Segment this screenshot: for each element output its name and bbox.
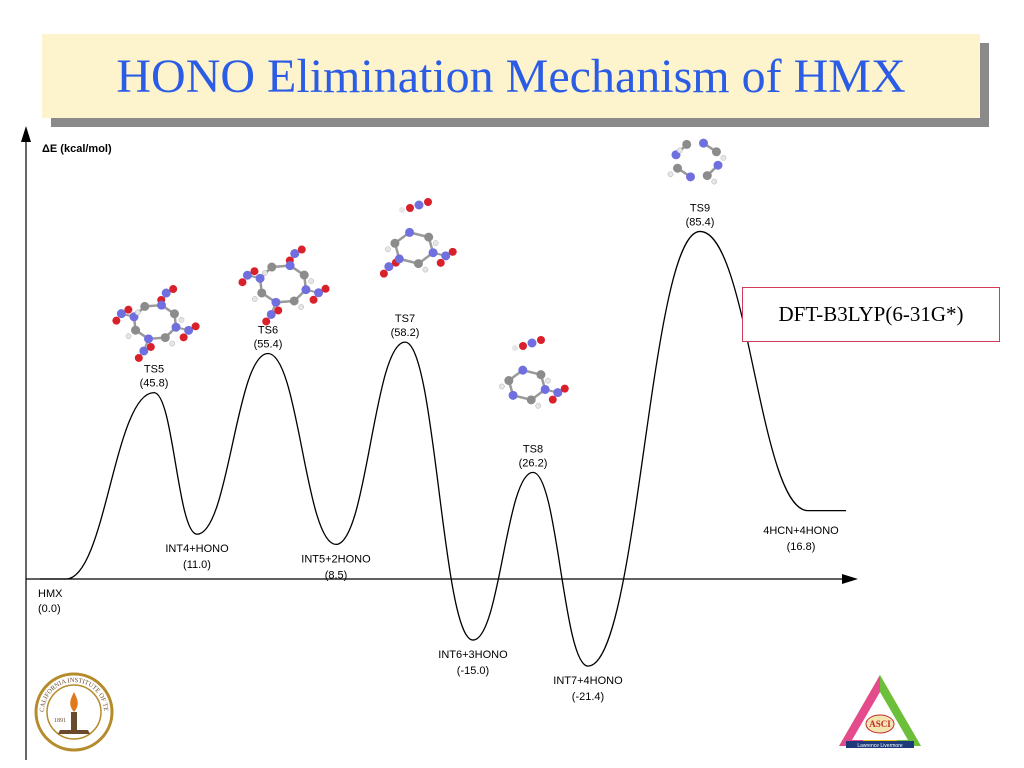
y-axis-arrow <box>21 126 31 142</box>
state-energy-ts8: (26.2) <box>519 457 548 469</box>
state-name-hmx: HMX <box>38 588 63 600</box>
x-axis-arrow <box>842 574 858 584</box>
state-name-ts9: TS9 <box>690 202 710 214</box>
state-name-ts8: TS8 <box>523 443 543 455</box>
molecule-icon-ts8 <box>498 336 569 409</box>
state-name-ts5: TS5 <box>144 364 164 376</box>
caltech-seal-logo: 1891 CALIFORNIA INSTITUTE OF TECHNOLOGY <box>34 672 114 752</box>
molecule-icon-ts5 <box>112 285 200 362</box>
energy-profile-curve <box>40 230 846 667</box>
y-axis-label: ΔE (kcal/mol) <box>42 143 112 155</box>
state-energy-ts7: (58.2) <box>391 327 420 339</box>
state-energy-int6: (-15.0) <box>457 665 489 677</box>
state-name-int7: INT7+4HONO <box>553 675 623 687</box>
state-energy-int5: (8.5) <box>325 569 348 581</box>
state-name-ts7: TS7 <box>395 313 415 325</box>
svg-text:Lawrence Livermore: Lawrence Livermore <box>857 743 903 749</box>
state-name-int6: INT6+3HONO <box>438 649 508 661</box>
svg-text:ASCI: ASCI <box>869 719 891 729</box>
molecule-icon-ts9 <box>667 138 727 185</box>
state-name-int5: INT5+2HONO <box>301 553 371 565</box>
state-name-products: 4HCN+4HONO <box>763 525 839 537</box>
method-box: DFT-B3LYP(6-31G*) <box>742 287 1000 342</box>
state-name-int4: INT4+HONO <box>165 543 229 555</box>
state-energy-hmx: (0.0) <box>38 603 61 615</box>
molecule-icon-ts7 <box>379 198 457 278</box>
state-energy-ts9: (85.4) <box>686 216 715 228</box>
state-name-ts6: TS6 <box>258 325 278 337</box>
page-title: HONO Elimination Mechanism of HMX <box>116 49 906 103</box>
state-energy-products: (16.8) <box>787 541 816 553</box>
state-energy-ts5: (45.8) <box>140 378 169 390</box>
state-energy-int7: (-21.4) <box>572 691 604 703</box>
caltech-seal-year: 1891 <box>54 718 66 724</box>
state-energy-ts6: (55.4) <box>254 339 283 351</box>
title-banner: HONO Elimination Mechanism of HMX <box>42 34 980 118</box>
state-energy-int4: (11.0) <box>183 559 211 571</box>
asci-triangle-logo: ASCI Lawrence Livermore <box>839 675 921 749</box>
molecule-icon-ts6 <box>238 245 330 326</box>
